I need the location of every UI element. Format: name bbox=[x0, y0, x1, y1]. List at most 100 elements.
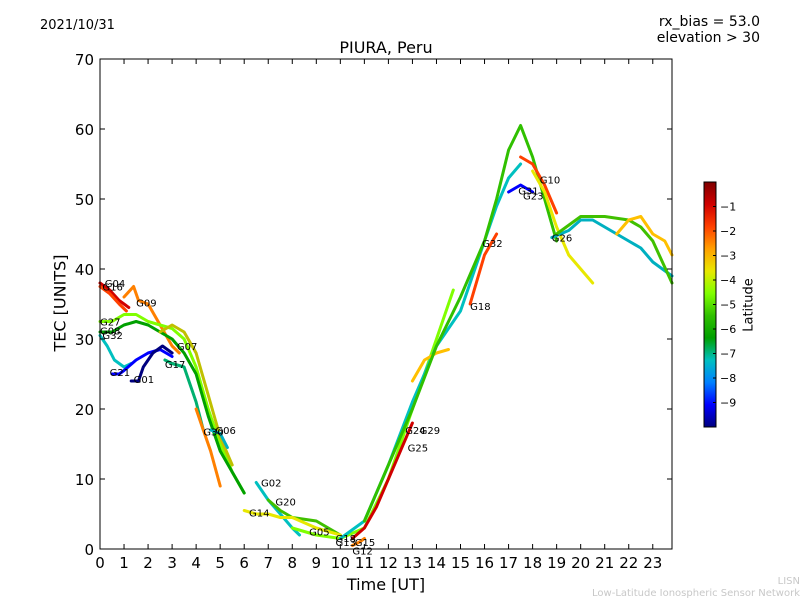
series-label-g21: G21 bbox=[110, 368, 130, 379]
series-line-g02 bbox=[254, 481, 301, 537]
colorbar-tick-label: −7 bbox=[720, 348, 736, 361]
y-tick-label: 40 bbox=[75, 261, 94, 279]
y-tick-label: 0 bbox=[84, 541, 94, 559]
series-label-g31: G31 bbox=[518, 187, 538, 198]
series-line-g16 bbox=[98, 285, 128, 313]
series-line-g30 bbox=[194, 407, 222, 488]
series-label-g07: G07 bbox=[177, 342, 197, 353]
series-line-g25 bbox=[362, 124, 559, 523]
colorbar-tick-label: −2 bbox=[720, 225, 736, 238]
x-tick-label: 13 bbox=[403, 554, 422, 572]
x-tick-label: 1 bbox=[119, 554, 129, 572]
series-line-g12 bbox=[350, 537, 366, 547]
series-label-g16: G16 bbox=[102, 283, 122, 294]
x-tick-label: 5 bbox=[215, 554, 225, 572]
x-tick-label: 8 bbox=[287, 554, 297, 572]
colorbar-tick-label: −1 bbox=[720, 201, 736, 214]
series-label-g18: G18 bbox=[336, 534, 356, 545]
series-label-g20: G20 bbox=[275, 497, 295, 508]
series-label-g01: G01 bbox=[134, 375, 154, 386]
x-tick-label: 19 bbox=[547, 554, 566, 572]
x-tick-label: 21 bbox=[595, 554, 614, 572]
series-line-g32 bbox=[98, 334, 133, 369]
series-line-g07 bbox=[158, 323, 234, 467]
y-tick-label: 70 bbox=[75, 51, 94, 69]
series-line-g04 bbox=[98, 281, 131, 309]
colorbar-tick-label: −9 bbox=[720, 397, 736, 410]
colorbar-tick-label: −6 bbox=[720, 323, 736, 336]
series-label-g32: G32 bbox=[102, 331, 122, 342]
rx-bias-label: rx_bias = 53.0 bbox=[658, 14, 760, 30]
plot-frame bbox=[99, 58, 673, 550]
series-line-g01 bbox=[129, 344, 174, 383]
x-tick-label: 15 bbox=[451, 554, 470, 572]
date-label: 2021/10/31 bbox=[40, 18, 115, 33]
series-label-g05: G05 bbox=[309, 528, 329, 539]
series-line-g26 bbox=[550, 218, 674, 278]
y-tick-label: 30 bbox=[75, 331, 94, 349]
x-tick-label: 22 bbox=[619, 554, 638, 572]
series-label-g09: G09 bbox=[136, 299, 156, 310]
series-label-g04: G04 bbox=[105, 279, 125, 290]
series-label-g15: G15 bbox=[355, 538, 375, 549]
series-line-g08 bbox=[98, 320, 246, 495]
series-label-g24: G24 bbox=[405, 426, 425, 437]
series-label-g06: G06 bbox=[215, 426, 235, 437]
x-tick-label: 11 bbox=[355, 554, 374, 572]
x-tick-label: 14 bbox=[427, 554, 446, 572]
series-label-g23: G23 bbox=[523, 192, 543, 203]
series-line-g14 bbox=[242, 509, 342, 537]
series-label-g18: G18 bbox=[470, 302, 490, 313]
elevation-label: elevation > 30 bbox=[656, 30, 760, 46]
x-tick-label: 10 bbox=[331, 554, 350, 572]
series-line-g17 bbox=[163, 358, 205, 432]
series-label-g30: G30 bbox=[203, 427, 223, 438]
series-label-g14: G14 bbox=[249, 509, 269, 520]
credit-lisn: LISN bbox=[777, 576, 800, 587]
series-label-g12: G12 bbox=[352, 546, 372, 557]
x-tick-label: 12 bbox=[379, 554, 398, 572]
series-label-g17: G17 bbox=[165, 360, 185, 371]
series-line-g23 bbox=[519, 155, 559, 215]
x-tick-label: 3 bbox=[167, 554, 177, 572]
series-label-g32: G32 bbox=[482, 239, 502, 250]
series-label-g13: G13 bbox=[336, 538, 356, 549]
series-line-g29 bbox=[410, 348, 450, 383]
colorbar-tick-label: −3 bbox=[720, 250, 736, 263]
series-label-g26: G26 bbox=[552, 234, 572, 245]
y-tick-label: 60 bbox=[75, 121, 94, 139]
series-line-g27 bbox=[98, 313, 246, 495]
y-tick-label: 10 bbox=[75, 471, 94, 489]
y-tick-label: 50 bbox=[75, 191, 94, 209]
series-line-g06 bbox=[209, 428, 229, 449]
series-line-g09 bbox=[122, 285, 181, 355]
series-line-g32 bbox=[468, 232, 499, 306]
x-tick-label: 6 bbox=[239, 554, 249, 572]
x-tick-label: 0 bbox=[95, 554, 105, 572]
series-line-g18 bbox=[338, 162, 523, 540]
series-label-g29: G29 bbox=[420, 426, 440, 437]
series-label-g10: G10 bbox=[540, 175, 560, 186]
series-label-g25: G25 bbox=[408, 444, 428, 455]
series-line-g15 bbox=[350, 421, 414, 540]
series-label-g08: G08 bbox=[100, 327, 120, 338]
x-tick-label: 9 bbox=[312, 554, 322, 572]
x-tick-label: 23 bbox=[643, 554, 662, 572]
colorbar-tick-label: −4 bbox=[720, 274, 736, 287]
x-tick-label: 2 bbox=[143, 554, 153, 572]
series-line-g03 bbox=[615, 215, 674, 257]
credit-network: Low-Latitude Ionospheric Sensor Network bbox=[592, 588, 800, 599]
y-tick-label: 20 bbox=[75, 401, 94, 419]
series-line-g10 bbox=[531, 169, 595, 285]
series-line-g31 bbox=[507, 183, 535, 194]
x-tick-label: 17 bbox=[499, 554, 518, 572]
colorbar-tick-label: −8 bbox=[720, 372, 736, 385]
x-tick-label: 20 bbox=[571, 554, 590, 572]
series-label-g27: G27 bbox=[100, 318, 120, 329]
x-tick-label: 7 bbox=[263, 554, 273, 572]
colorbar-tick-label: −5 bbox=[720, 299, 736, 312]
x-tick-label: 18 bbox=[523, 554, 542, 572]
x-axis-label: Time [UT] bbox=[346, 575, 426, 594]
x-tick-label: 4 bbox=[191, 554, 201, 572]
